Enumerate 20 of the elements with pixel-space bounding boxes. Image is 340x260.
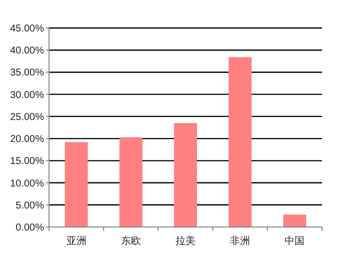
y-tick-label: 10.00%: [10, 178, 44, 190]
x-tick-label: 东欧: [120, 235, 141, 247]
y-tick-label: 30.00%: [10, 90, 44, 101]
y-tick-label: 35.00%: [10, 68, 44, 79]
bar: [119, 137, 142, 227]
y-tick-label: 5.00%: [16, 200, 44, 212]
x-tick-label: 非洲: [230, 235, 250, 247]
y-tick-label: 25.00%: [10, 112, 44, 123]
y-tick-label: 20.00%: [10, 134, 44, 146]
bar: [228, 57, 252, 227]
x-tick-label: 中国: [284, 235, 305, 247]
bar: [64, 142, 88, 227]
bar: [283, 214, 306, 227]
y-tick-label: 45.00%: [10, 24, 44, 34]
y-tick-label: 40.00%: [10, 46, 44, 57]
y-tick-label: 15.00%: [10, 156, 44, 168]
x-tick-label: 亚洲: [66, 235, 86, 247]
x-tick-label: 拉美: [176, 235, 196, 247]
y-tick-label: 0.00%: [16, 222, 44, 234]
bar: [174, 123, 197, 227]
